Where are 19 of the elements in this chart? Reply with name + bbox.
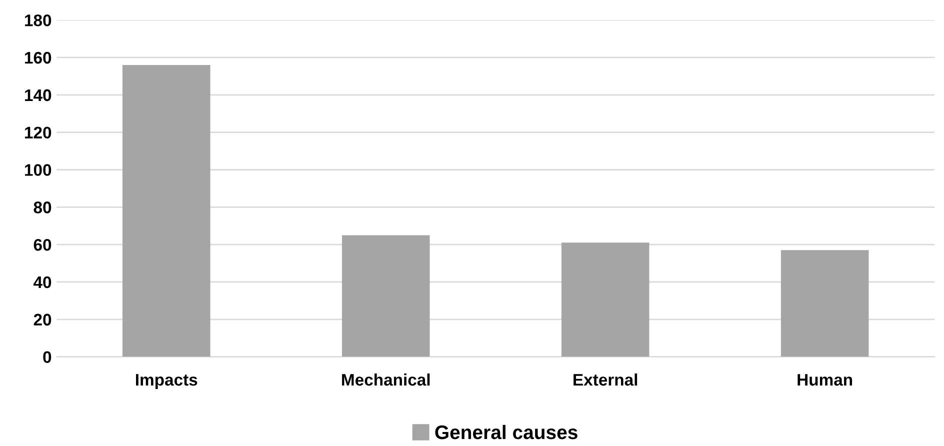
y-tick-label: 140: [25, 89, 52, 102]
y-tick-label: 0: [43, 351, 52, 364]
y-tick-label: 180: [25, 14, 52, 26]
y-tick-label: 60: [34, 238, 52, 251]
bar: [122, 64, 210, 357]
x-tick-label: Human: [798, 374, 852, 386]
y-tick-label: 80: [34, 202, 52, 214]
y-tick-label: 160: [25, 52, 52, 64]
bar: [342, 235, 430, 357]
x-tick-label: External: [574, 373, 638, 386]
y-tick-label: 40: [33, 276, 52, 288]
y-tick-label: 20: [34, 314, 52, 326]
y-tick-label: 100: [25, 164, 52, 176]
x-tick-label: Mechanical: [342, 373, 430, 386]
y-tick-label: 120: [25, 126, 52, 139]
bar: [561, 242, 650, 357]
legend-label: General causes: [435, 424, 578, 440]
x-tick-label: Impacts: [136, 374, 198, 390]
bar: [780, 250, 869, 357]
